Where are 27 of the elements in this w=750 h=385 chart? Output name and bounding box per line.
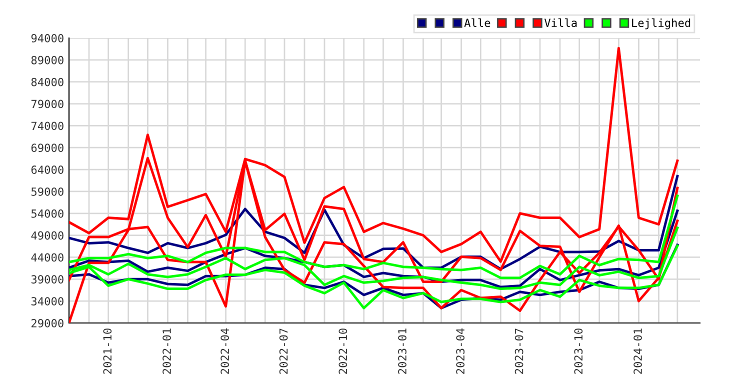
x-tick-label: 2023-01 (398, 328, 406, 374)
y-tick-label: 79000 (31, 100, 64, 108)
y-tick-label: 84000 (31, 78, 64, 86)
y-tick-label: 39000 (31, 275, 64, 284)
x-tick-label: 2021-10 (103, 328, 112, 374)
y-tick-label: 74000 (31, 122, 64, 130)
y-tick-label: 89000 (31, 56, 64, 64)
x-tick-label: 2022-07 (279, 328, 288, 374)
y-tick-label: 64000 (31, 166, 64, 174)
y-tick-label: 29000 (32, 319, 64, 328)
x-tick-label: 2023-10 (574, 328, 583, 374)
x-tick-label: 2022-10 (338, 328, 348, 374)
y-tick-label: 59000 (31, 187, 64, 196)
y-tick-label: 44000 (31, 253, 64, 262)
y-tick-label: 34000 (31, 297, 64, 306)
x-tick-label: 2024-01 (634, 328, 642, 374)
y-tick-label: 54000 (31, 209, 64, 218)
legend-label: Villa (544, 18, 577, 28)
x-tick-label: 2022-04 (220, 328, 230, 374)
x-tick-label: 2022-01 (162, 328, 171, 374)
y-tick-label: 69000 (31, 144, 64, 152)
x-tick-label: 2023-07 (514, 328, 524, 374)
legend-label: Lejlighed (632, 18, 690, 30)
x-tick-label: 2023-04 (456, 328, 465, 374)
y-tick-label: 49000 (31, 231, 64, 240)
y-tick-label: 94000 (31, 34, 64, 42)
legend-label: Alle (464, 18, 490, 28)
